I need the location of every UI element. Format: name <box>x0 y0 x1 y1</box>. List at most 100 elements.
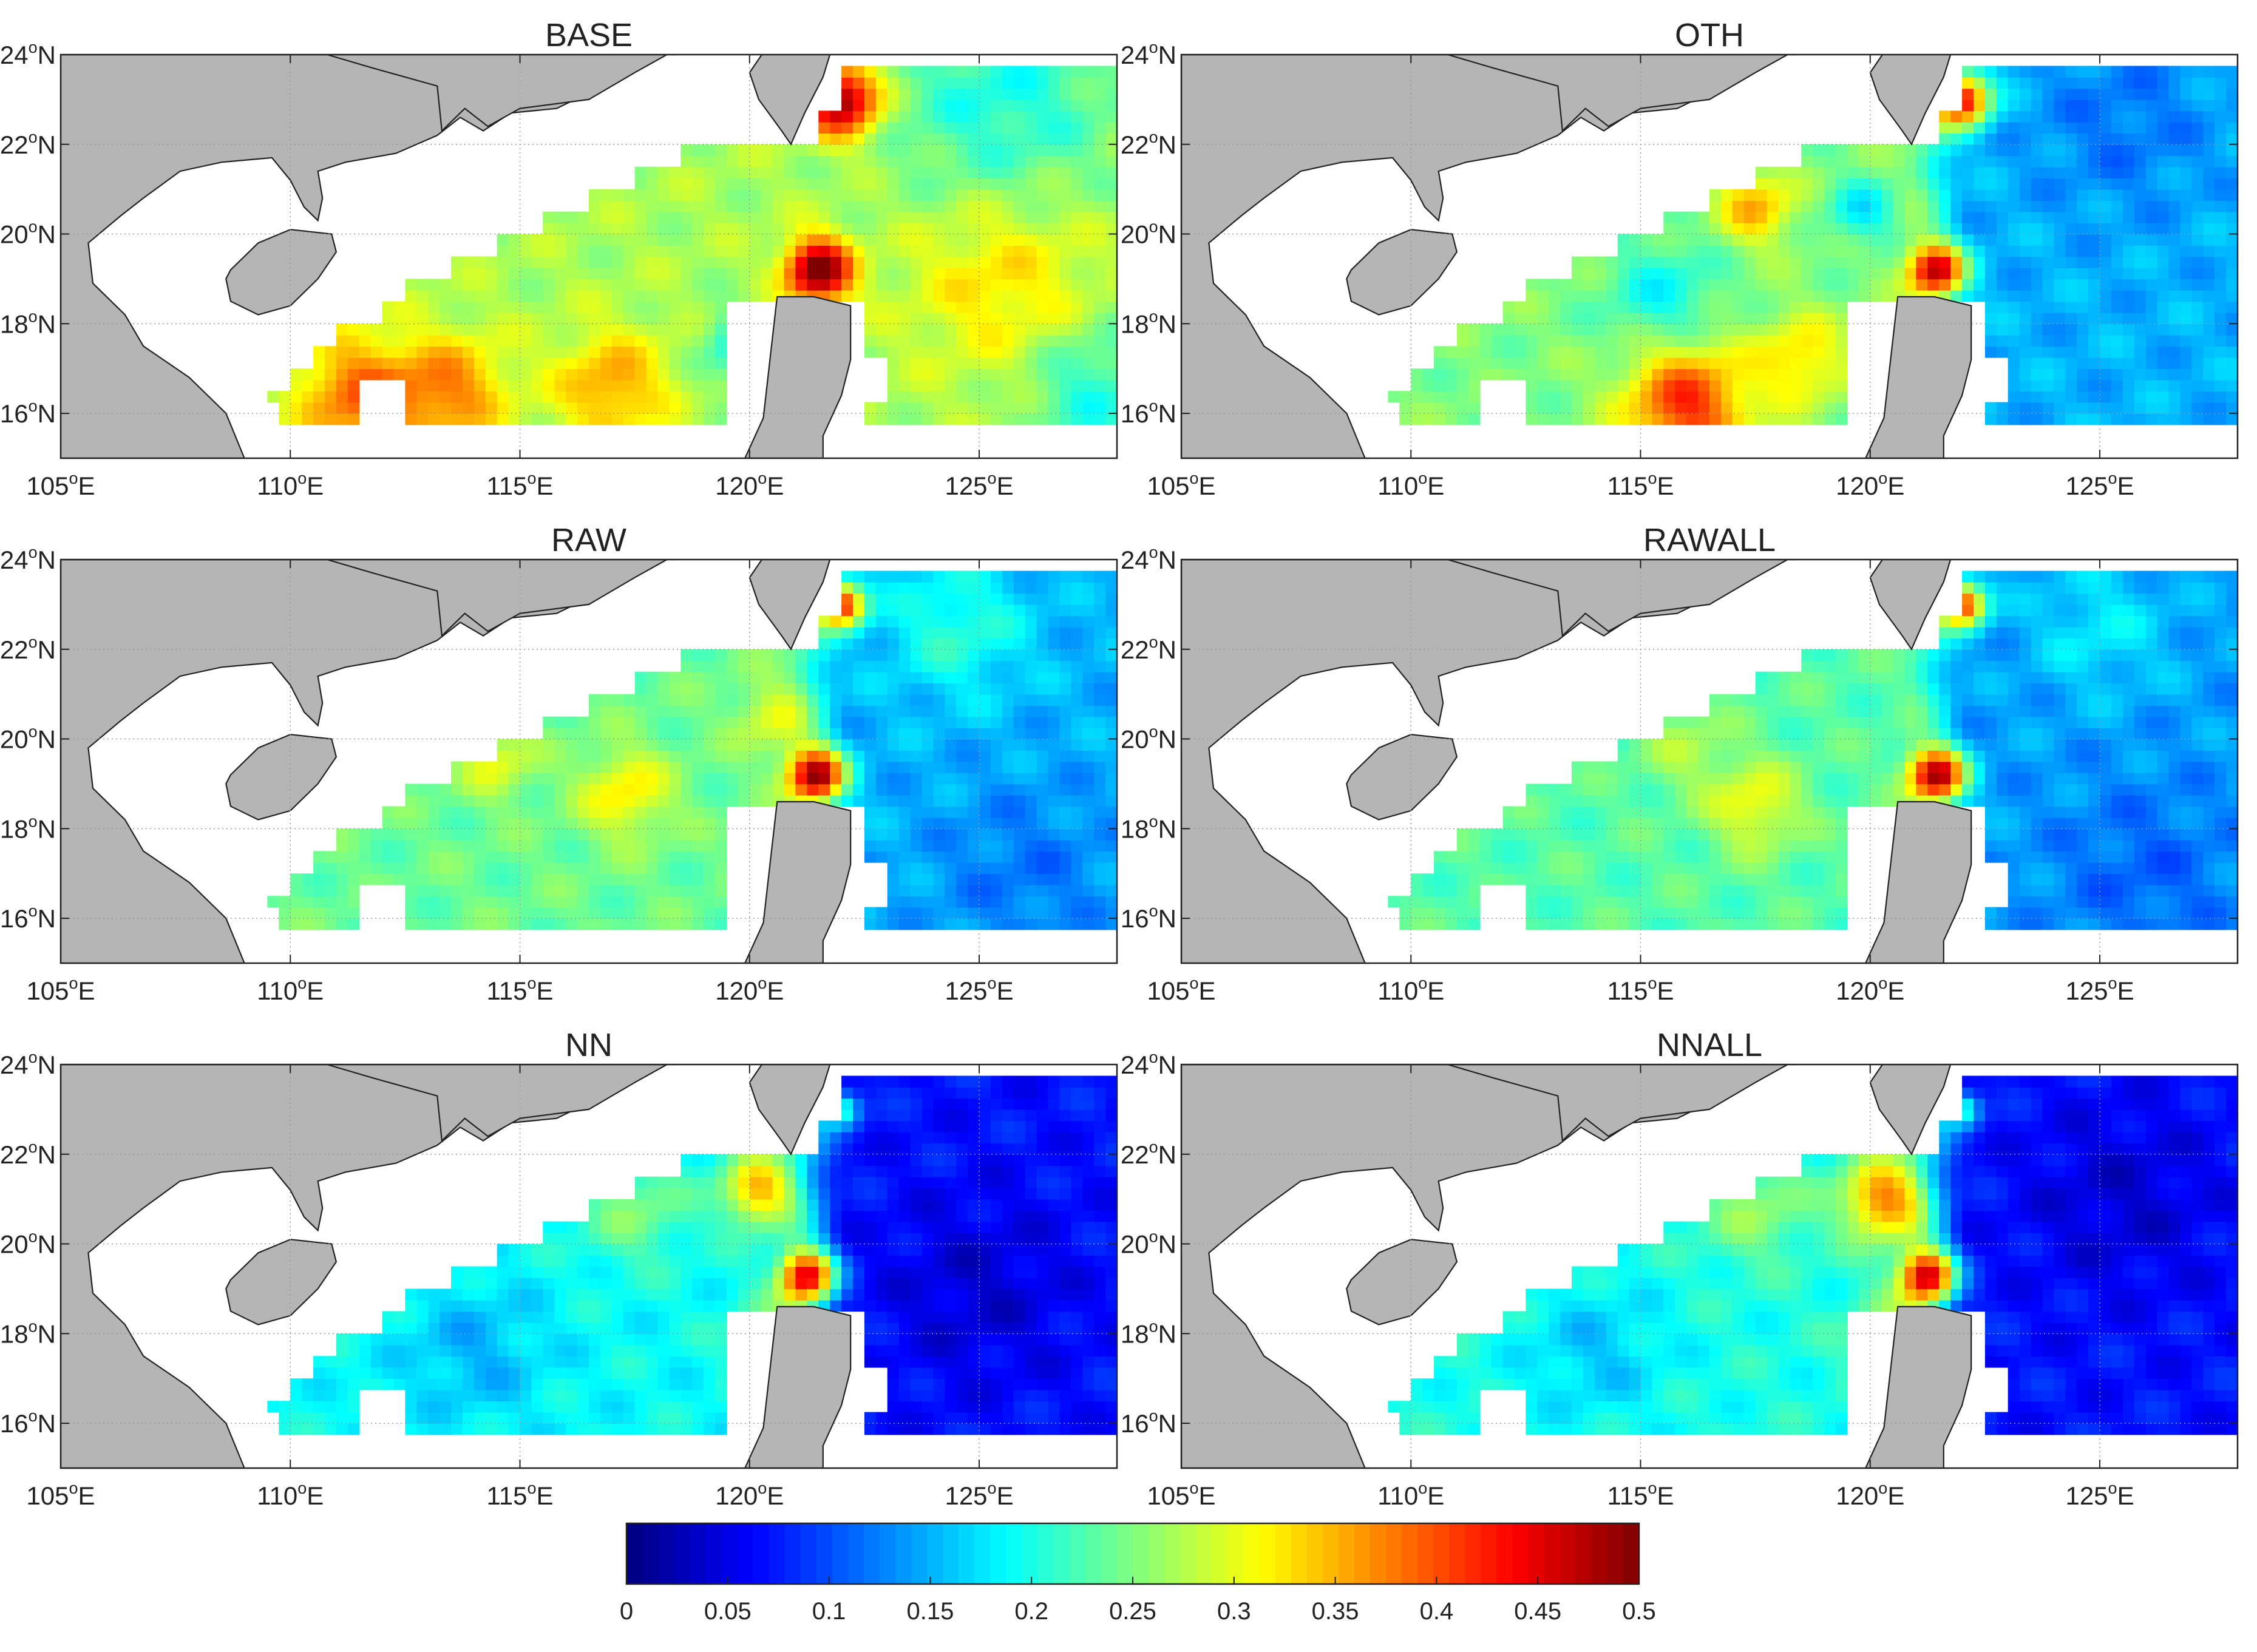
heat-cell <box>933 862 946 875</box>
heat-cell <box>1082 88 1095 100</box>
heat-cell <box>795 671 808 683</box>
heat-cell <box>898 346 911 358</box>
heat-cell <box>1962 166 1974 178</box>
heat-cell <box>704 794 716 807</box>
heat-cell <box>531 817 544 830</box>
heat-cell <box>2054 301 2066 313</box>
heat-cell <box>2077 289 2089 302</box>
heat-cell <box>1025 133 1037 145</box>
heat-cell <box>692 234 704 246</box>
heat-cell <box>968 907 980 919</box>
heat-cell <box>979 839 991 852</box>
heat-cell <box>1790 323 1802 336</box>
heat-cell <box>2122 200 2135 212</box>
heat-cell <box>1468 323 1481 336</box>
heat-cell <box>1082 76 1095 89</box>
heat-cell <box>910 223 923 235</box>
heat-cell <box>1059 166 1072 178</box>
heat-cell <box>1082 357 1095 370</box>
heat-cell <box>2100 76 2112 89</box>
heat-cell <box>784 784 796 796</box>
heat-cell <box>968 200 980 212</box>
heat-cell <box>2180 346 2193 358</box>
heat-cell <box>393 862 406 875</box>
heat-cell <box>2191 166 2204 178</box>
heat-cell <box>2008 110 2020 123</box>
heat-cell <box>1904 189 1917 201</box>
heat-cell <box>508 873 521 885</box>
heat-cell <box>497 268 509 280</box>
heat-cell <box>1105 784 1117 796</box>
heat-cell <box>646 268 659 280</box>
heat-cell <box>2145 379 2158 391</box>
heat-cell <box>968 189 980 201</box>
heat-cell <box>531 323 544 336</box>
heat-cell <box>1526 839 1538 852</box>
heat-cell <box>2065 66 2077 78</box>
heat-cell <box>2215 211 2227 223</box>
heat-cell <box>1594 268 1607 280</box>
heat-cell <box>2203 346 2215 358</box>
heat-cell <box>2226 379 2238 391</box>
heat-cell <box>956 402 968 414</box>
heat-cell <box>921 76 934 89</box>
heat-cell <box>2145 178 2158 190</box>
heat-cell <box>1836 166 1848 178</box>
heat-cell <box>669 761 682 773</box>
heat-cell <box>623 784 636 796</box>
heat-cell <box>2122 234 2135 246</box>
heat-cell <box>1071 155 1083 168</box>
heat-cell <box>1560 301 1572 313</box>
heat-cell <box>1755 268 1768 280</box>
heat-cell <box>1881 289 1894 302</box>
heat-cell <box>611 357 624 370</box>
heat-cell <box>2100 234 2112 246</box>
heat-cell <box>405 918 418 930</box>
heat-cell <box>1572 794 1584 807</box>
heat-cell <box>1778 368 1791 381</box>
heat-cell <box>1675 245 1687 257</box>
heat-cell <box>2100 144 2112 157</box>
heat-cell <box>956 604 968 617</box>
heat-cell <box>1071 178 1083 190</box>
heat-cell <box>1652 918 1665 930</box>
heat-cell <box>818 268 830 280</box>
heat-cell <box>600 289 613 302</box>
heat-cell <box>1652 851 1665 863</box>
heat-cell <box>657 178 670 190</box>
heat-cell <box>279 413 291 425</box>
heat-cell <box>600 268 613 280</box>
heat-cell <box>1663 750 1675 762</box>
heat-cell <box>1652 862 1665 875</box>
heat-cell <box>325 851 337 863</box>
heat-cell <box>302 402 314 414</box>
heat-cell <box>704 660 716 672</box>
heat-cell <box>1927 211 1940 223</box>
heat-cell <box>864 615 877 628</box>
heat-cell <box>520 334 532 347</box>
heat-cell <box>1094 178 1106 190</box>
heat-cell <box>830 773 842 785</box>
heat-cell <box>623 379 636 391</box>
heat-cell <box>2019 323 2032 336</box>
heat-cell <box>1813 234 1825 246</box>
heat-cell <box>1663 312 1675 325</box>
heat-cell <box>1013 200 1026 212</box>
heat-cell <box>1082 234 1095 246</box>
heat-cell <box>2042 88 2055 100</box>
heat-cell <box>1916 279 1929 291</box>
heat-cell <box>945 256 957 268</box>
heat-cell <box>841 615 854 628</box>
heat-cell <box>2180 223 2193 235</box>
heat-cell <box>543 907 555 919</box>
heat-cell <box>1036 391 1049 403</box>
heat-cell <box>1002 851 1014 863</box>
heat-cell <box>956 593 968 605</box>
heat-cell <box>1071 828 1083 841</box>
heat-cell <box>853 166 865 178</box>
heat-cell <box>1071 76 1083 89</box>
heat-cell <box>1617 256 1630 268</box>
heat-cell <box>991 794 1003 807</box>
heat-cell <box>600 323 613 336</box>
heat-cell <box>589 223 601 235</box>
